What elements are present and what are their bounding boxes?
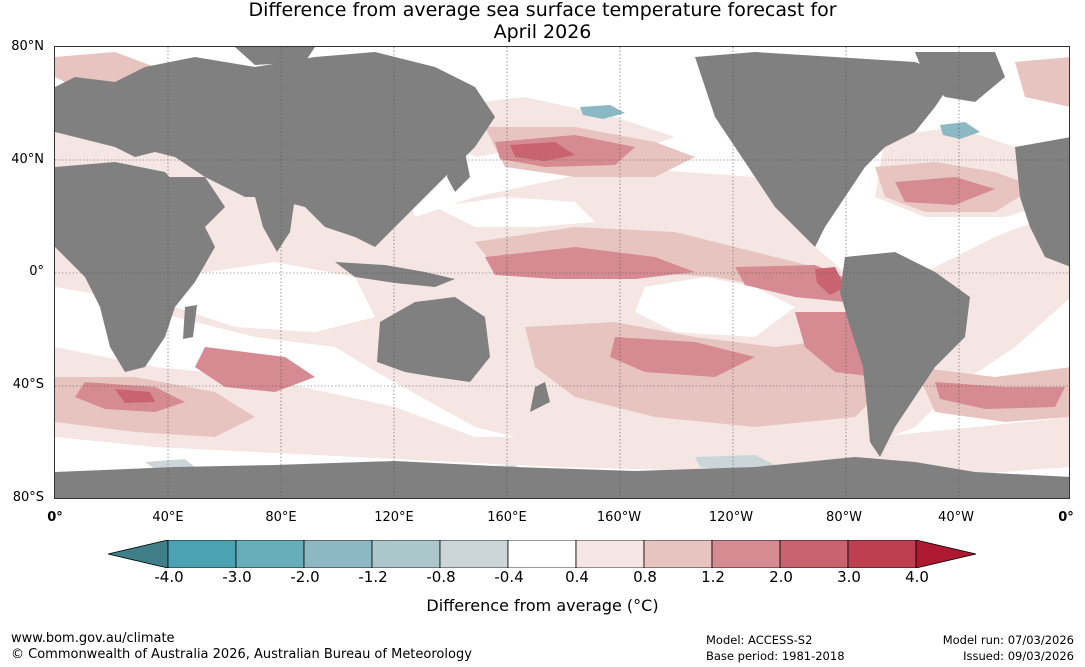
- colorbar-label: 2.0: [769, 568, 793, 586]
- land-south-america: [840, 252, 970, 457]
- colorbar-label: 4.0: [905, 568, 929, 586]
- lon-label-160e: 160°E: [487, 510, 527, 525]
- land-madagascar: [183, 305, 197, 339]
- colorbar-cell: [371, 540, 441, 568]
- colorbar-cell: [779, 540, 849, 568]
- lon-label-120e: 120°E: [374, 510, 414, 525]
- land-eurasia: [55, 52, 495, 247]
- land-europe-west: [1015, 137, 1069, 267]
- colorbar-label: -0.4: [494, 568, 524, 586]
- lat-label-80s: 80°S: [12, 490, 44, 505]
- lon-label-80e: 80°E: [265, 510, 297, 525]
- colorbar-cell: [507, 540, 577, 568]
- colorbar-label: -2.0: [290, 568, 320, 586]
- colorbar-label: -1.2: [358, 568, 388, 586]
- colorbar-cell: [235, 540, 305, 568]
- colorbar-cell: [167, 540, 237, 568]
- colorbar-label: 0.4: [565, 568, 589, 586]
- land-africa: [55, 162, 215, 372]
- colorbar-cell: [575, 540, 645, 568]
- anomaly-neutral-patches: [175, 197, 795, 337]
- footer-issued: Issued: 09/03/2026: [963, 649, 1074, 663]
- sst-map-svg: [55, 47, 1069, 498]
- sst-anomaly-map: [54, 46, 1070, 499]
- lat-label-40n: 40°N: [11, 152, 44, 167]
- colorbar-label: -4.0: [154, 568, 184, 586]
- colorbar-label: 1.2: [701, 568, 725, 586]
- lon-label-120w: 120°W: [708, 510, 754, 525]
- colorbar-label: -3.0: [222, 568, 252, 586]
- colorbar-cell: [439, 540, 509, 568]
- gridlines: [55, 47, 1069, 498]
- colorbar: [108, 540, 977, 568]
- lon-label-0-left: 0°: [47, 510, 63, 525]
- colorbar-label: 3.0: [837, 568, 861, 586]
- lat-label-equator: 0°: [29, 264, 44, 279]
- colorbar-label: 0.8: [633, 568, 657, 586]
- lon-label-0-right: 0°: [1058, 510, 1074, 525]
- lat-label-40s: 40°S: [12, 377, 44, 392]
- lon-label-160w: 160°W: [596, 510, 642, 525]
- land-masses: [55, 47, 1069, 498]
- footer-model-run: Model run: 07/03/2026: [942, 633, 1074, 647]
- map-title-line-2: April 2026: [493, 21, 592, 43]
- map-title-line-1: Difference from average sea surface temp…: [248, 0, 837, 21]
- colorbar-extend-low: [108, 540, 169, 568]
- land-india: [255, 197, 295, 252]
- land-antarctica: [55, 457, 1069, 498]
- land-indonesia: [335, 262, 455, 287]
- anomaly-very-warm: [115, 142, 845, 403]
- land-japan: [447, 152, 470, 192]
- colorbar-cell: [847, 540, 917, 568]
- colorbar-cell: [303, 540, 373, 568]
- colorbar-cells: [108, 540, 977, 568]
- footer-base-period: Base period: 1981-2018: [706, 649, 845, 663]
- colorbar-cell: [711, 540, 781, 568]
- colorbar-title: Difference from average (°C): [426, 596, 659, 615]
- lon-label-80w: 80°W: [826, 510, 862, 525]
- land-arctic-islands: [235, 47, 315, 65]
- footer-url: www.bom.gov.au/climate: [11, 631, 175, 646]
- lat-label-80n: 80°N: [11, 39, 44, 54]
- footer-model: Model: ACCESS-S2: [706, 633, 813, 647]
- land-new-zealand: [530, 382, 550, 412]
- footer-copyright: © Commonwealth of Australia 2026, Austra…: [11, 647, 472, 662]
- colorbar-cell: [643, 540, 713, 568]
- lon-label-40w: 40°W: [938, 510, 974, 525]
- land-australia: [377, 297, 490, 382]
- land-greenland: [915, 52, 1005, 102]
- land-north-america: [695, 52, 955, 247]
- colorbar-label: -0.8: [426, 568, 456, 586]
- colorbar-extend-high: [915, 540, 977, 568]
- lon-label-40e: 40°E: [152, 510, 184, 525]
